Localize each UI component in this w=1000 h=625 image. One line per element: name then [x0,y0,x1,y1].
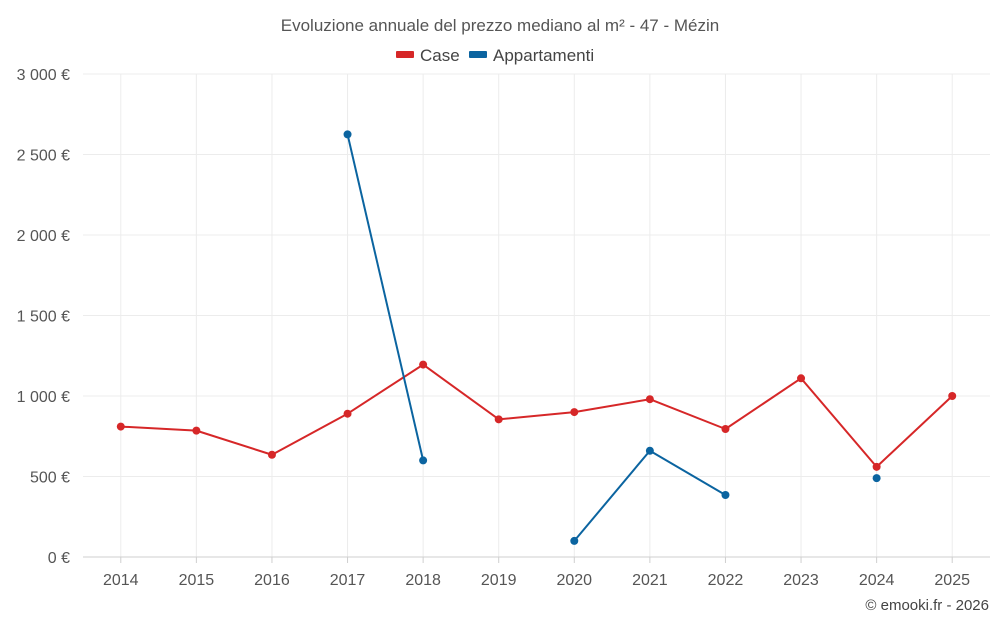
x-axis: 2014 2015 2016 2017 2018 2019 2020 2021 2022 2023… [83,556,990,589]
x-tick-label: 2016 [254,572,290,589]
data-point-appartamenti[interactable] [419,456,428,465]
legend-label-appartamenti: Appartamenti [493,46,594,65]
legend: Case Appartamenti [396,46,594,65]
data-point-case[interactable] [192,426,201,435]
x-tick-label: 2014 [103,572,139,589]
grid [83,73,990,557]
series-line-appartamenti [346,134,425,461]
data-point-case[interactable] [872,462,881,471]
series [116,130,957,545]
legend-swatch-appartamenti [469,51,487,58]
legend-item-case[interactable]: Case [396,46,460,65]
x-tick-label: 2022 [708,572,744,589]
series-appartamenti [343,130,881,545]
y-tick-label: 1 000 € [17,389,70,406]
data-point-case[interactable] [570,408,579,417]
y-tick-label: 2 500 € [17,148,70,165]
y-tick-label: 2 000 € [17,228,70,245]
x-tick-label: 2017 [330,572,366,589]
x-tick-label: 2025 [934,572,970,589]
x-tick-label: 2019 [481,572,517,589]
data-point-appartamenti[interactable] [570,536,579,545]
series-case [116,360,957,471]
y-axis: 0 € 500 € 1 000 € 1 500 € 2 000 € 2 500 € 3 00… [17,67,70,567]
data-point-case[interactable] [419,360,428,369]
y-tick-label: 500 € [30,470,70,487]
x-tick-label: 2018 [405,572,441,589]
data-point-case[interactable] [948,392,957,400]
legend-label-case: Case [420,46,460,65]
chart-title: Evoluzione annuale del prezzo mediano al… [281,16,719,35]
x-tick-label: 2020 [556,572,592,589]
data-point-appartamenti[interactable] [721,491,730,500]
legend-item-appartamenti[interactable]: Appartamenti [469,46,594,65]
data-point-case[interactable] [797,374,806,383]
y-tick-label: 3 000 € [17,67,70,84]
credit: © emooki.fr - 2026 [865,597,989,614]
legend-swatch-case [396,51,414,58]
y-tick-label: 1 500 € [17,309,70,326]
series-line-case [120,363,953,468]
x-tick-label: 2023 [783,572,819,589]
data-point-case[interactable] [645,395,654,404]
data-point-case[interactable] [494,415,503,424]
data-point-case[interactable] [116,422,125,431]
y-tick-label: 0 € [48,550,70,567]
data-point-case[interactable] [343,409,352,418]
data-point-appartamenti[interactable] [645,446,654,455]
data-point-appartamenti[interactable] [343,130,352,139]
data-point-case[interactable] [721,425,730,434]
x-tick-label: 2015 [179,572,215,589]
data-point-appartamenti[interactable] [872,474,881,483]
x-tick-label: 2021 [632,572,668,589]
data-point-case[interactable] [267,450,276,459]
x-tick-label: 2024 [859,572,895,589]
